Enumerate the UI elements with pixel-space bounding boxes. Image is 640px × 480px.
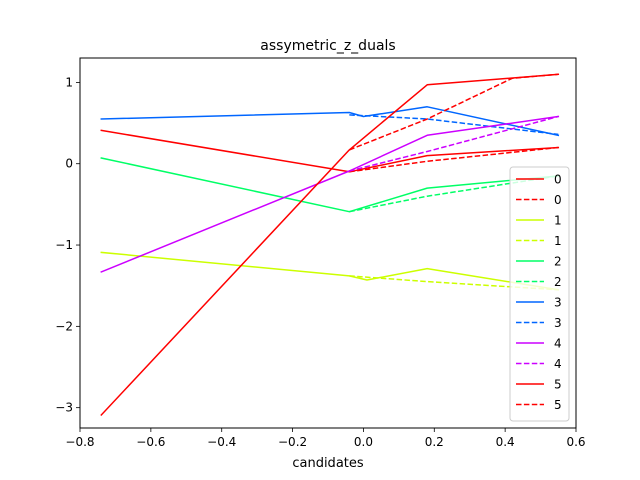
series-line-5-solid bbox=[100, 73, 560, 417]
series-line-5-dashed bbox=[349, 73, 559, 151]
legend-label: 0 bbox=[554, 173, 562, 187]
chart-title: assymetric_z_duals bbox=[260, 38, 395, 54]
legend-label: 5 bbox=[554, 378, 562, 392]
series-line-2-solid bbox=[100, 157, 560, 213]
series-line-0-solid bbox=[100, 129, 560, 173]
x-tick-label: −0.4 bbox=[207, 435, 236, 449]
series-line-1-solid bbox=[100, 251, 560, 291]
x-tick-label: 0.4 bbox=[496, 435, 515, 449]
x-tick-label: −0.2 bbox=[278, 435, 307, 449]
legend-box bbox=[509, 166, 570, 422]
series-line-4-solid bbox=[100, 115, 560, 273]
x-axis-label: candidates bbox=[292, 456, 364, 471]
y-axis: −3 −2 −1 0 1 bbox=[55, 75, 80, 415]
y-tick-label: 0 bbox=[65, 157, 73, 171]
legend-label: 2 bbox=[554, 255, 562, 269]
legend-label: 1 bbox=[554, 234, 562, 248]
y-tick-label: −2 bbox=[55, 319, 73, 333]
legend-label: 4 bbox=[554, 357, 562, 371]
series-line-3-dashed bbox=[349, 114, 559, 136]
y-tick-label: −1 bbox=[55, 238, 73, 252]
plot-frame bbox=[79, 57, 577, 429]
x-tick-label: 0.0 bbox=[354, 435, 373, 449]
legend-label: 1 bbox=[554, 214, 562, 228]
y-tick-label: 1 bbox=[65, 75, 73, 89]
series-line-1-dashed bbox=[349, 275, 559, 291]
legend-label: 0 bbox=[554, 193, 562, 207]
legend: 0 0 1 1 2 2 3 3 4 4 5 5 bbox=[509, 166, 570, 422]
y-tick-label: −3 bbox=[55, 401, 73, 415]
x-tick-label: −0.8 bbox=[65, 435, 94, 449]
legend-label: 3 bbox=[554, 316, 562, 330]
legend-label: 5 bbox=[554, 398, 562, 412]
x-tick-label: 0.6 bbox=[566, 435, 585, 449]
x-tick-label: −0.6 bbox=[136, 435, 165, 449]
series-line-0-dashed bbox=[349, 146, 559, 173]
series-line-4-dashed bbox=[349, 115, 559, 172]
series-line-3-solid bbox=[100, 106, 560, 137]
x-tick-label: 0.2 bbox=[425, 435, 444, 449]
legend-label: 3 bbox=[554, 296, 562, 310]
x-axis: −0.8 −0.6 −0.4 −0.2 0.0 0.2 0.4 0.6 bbox=[65, 428, 586, 449]
legend-label: 2 bbox=[554, 275, 562, 289]
legend-label: 4 bbox=[554, 337, 562, 351]
plot-lines bbox=[100, 73, 560, 417]
